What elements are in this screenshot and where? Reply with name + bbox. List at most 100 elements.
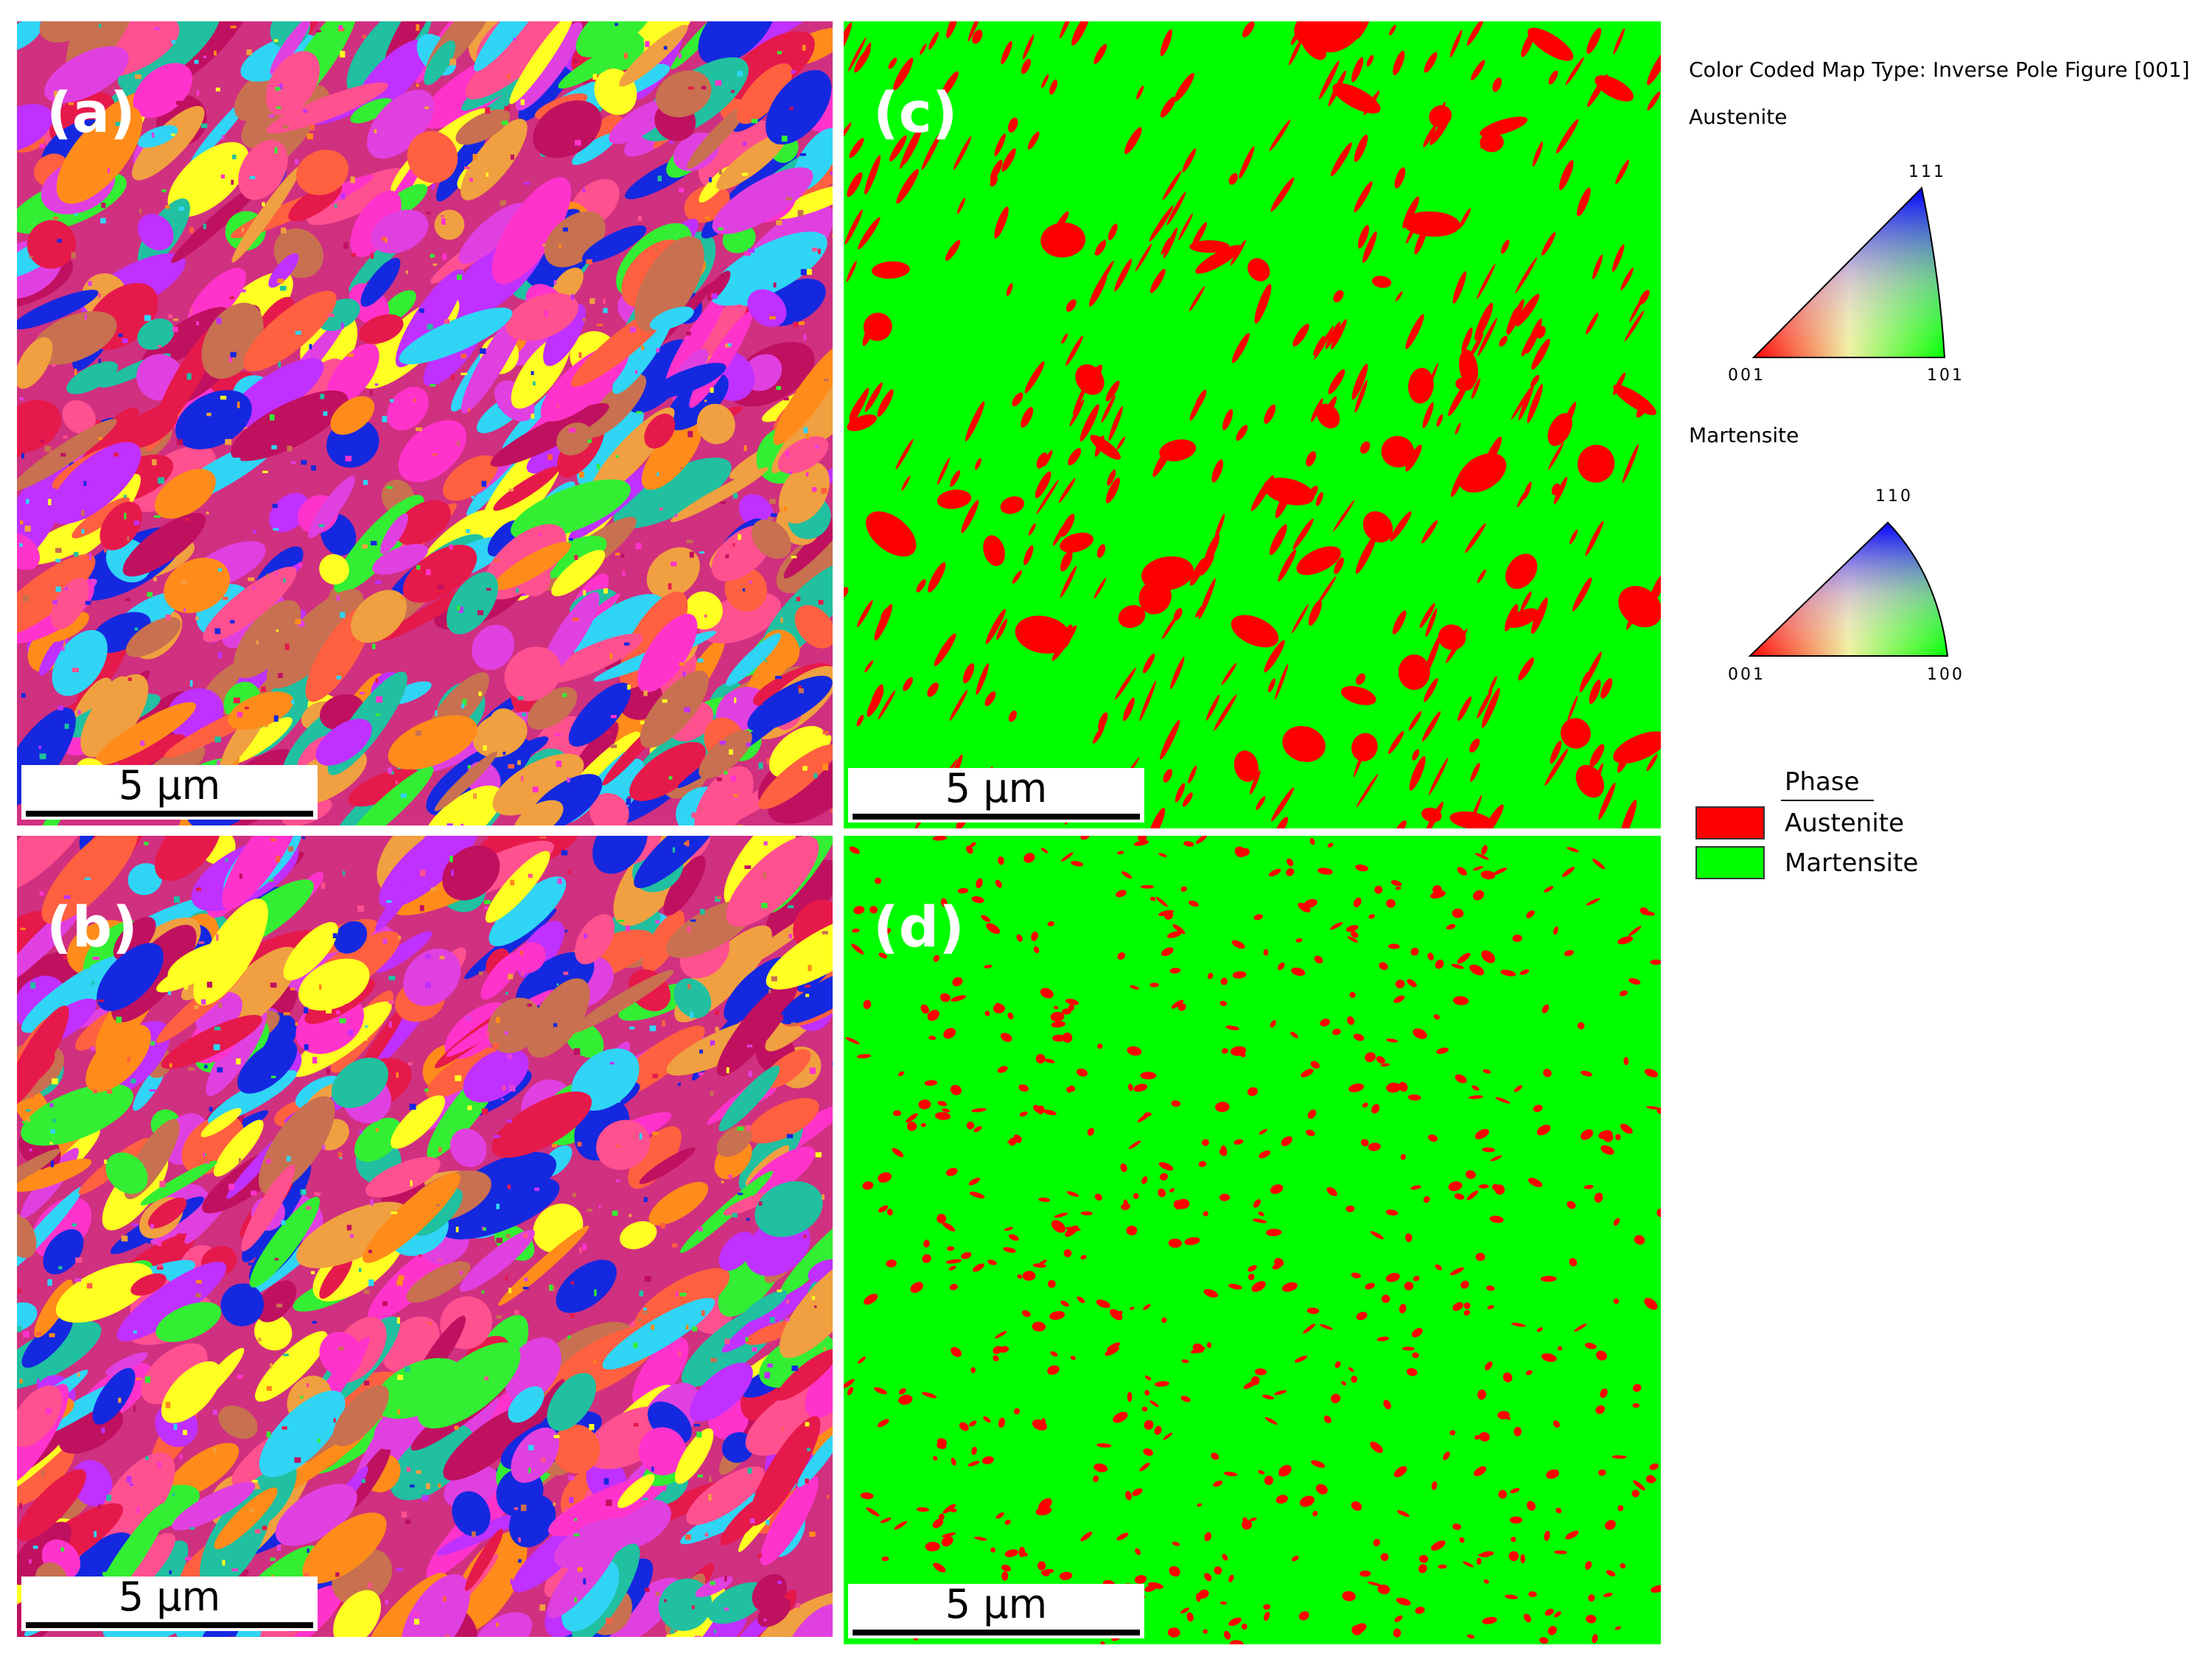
- speckle: [23, 1330, 29, 1338]
- austenite-blob: [881, 928, 892, 937]
- speckle: [746, 1125, 751, 1131]
- speckle: [104, 548, 107, 553]
- austenite-blob: [1510, 1487, 1520, 1493]
- austenite-blob: [1306, 451, 1317, 467]
- austenite-blob: [1040, 848, 1049, 853]
- speckle: [729, 749, 733, 755]
- speckle: [409, 1103, 416, 1110]
- austenite-blob: [921, 131, 942, 170]
- austenite-blob: [1476, 1557, 1482, 1565]
- austenite-blob: [1520, 591, 1532, 612]
- austenite-blob: [1225, 1025, 1239, 1030]
- austenite-blob: [1412, 1327, 1423, 1338]
- speckle: [278, 361, 281, 368]
- grain: [698, 21, 776, 65]
- austenite-blob: [1478, 1184, 1489, 1189]
- speckle: [206, 511, 209, 514]
- speckle: [189, 1527, 195, 1530]
- austenite-blob: [1159, 1173, 1168, 1181]
- speckle: [176, 439, 183, 446]
- speckle: [44, 445, 52, 453]
- austenite-blob: [1123, 697, 1135, 722]
- speckle: [633, 688, 637, 691]
- austenite-blob: [1169, 1188, 1175, 1193]
- austenite-blob: [1172, 924, 1186, 935]
- speckle: [733, 492, 738, 499]
- speckle: [283, 1012, 290, 1016]
- speckle: [121, 1235, 128, 1242]
- austenite-blob: [1188, 765, 1197, 783]
- speckle: [288, 846, 294, 852]
- austenite-blob: [1062, 1033, 1073, 1043]
- austenite-blob: [1154, 1425, 1162, 1435]
- speckle: [738, 1193, 743, 1195]
- austenite-blob: [1474, 302, 1494, 341]
- grain: [596, 1120, 651, 1170]
- austenite-blob: [1135, 243, 1152, 272]
- speckle: [123, 495, 127, 498]
- grain: [380, 513, 408, 554]
- austenite-blob: [1598, 1469, 1606, 1476]
- austenite-blob: [976, 878, 983, 889]
- speckle: [637, 215, 643, 221]
- austenite-blob: [1511, 1536, 1516, 1543]
- grain: [105, 1352, 149, 1376]
- austenite-blob: [974, 1536, 987, 1541]
- speckle: [652, 1131, 659, 1136]
- austenite-blob: [1586, 898, 1600, 906]
- speckle: [362, 544, 368, 549]
- grain: [779, 968, 833, 1024]
- austenite-blob: [1274, 1390, 1287, 1395]
- austenite-blob: [1585, 520, 1604, 556]
- austenite-blob: [1623, 1057, 1629, 1066]
- speckle: [686, 540, 693, 543]
- austenite-blob: [937, 489, 972, 509]
- austenite-blob: [1032, 1321, 1046, 1332]
- austenite-blob: [1586, 313, 1599, 335]
- speckle: [798, 688, 804, 694]
- speckle: [544, 310, 549, 317]
- austenite-blob: [1133, 840, 1149, 846]
- speckle: [569, 1497, 574, 1504]
- austenite-blob: [1053, 1006, 1059, 1010]
- speckle: [98, 24, 102, 28]
- austenite-blob: [898, 1388, 906, 1394]
- speckle: [115, 122, 122, 127]
- speckle: [245, 706, 249, 710]
- speckle: [281, 1108, 287, 1114]
- speckle: [282, 125, 289, 128]
- austenite-blob: [1613, 384, 1656, 416]
- austenite-blob: [1351, 57, 1364, 83]
- austenite-blob: [1080, 1532, 1093, 1542]
- austenite-blob: [1247, 258, 1270, 282]
- speckle: [510, 1579, 513, 1585]
- speckle: [791, 1022, 797, 1026]
- speckle: [97, 999, 105, 1002]
- grain: [634, 1268, 730, 1332]
- speckle: [791, 556, 797, 559]
- speckle: [626, 798, 631, 806]
- austenite-blob: [928, 1036, 937, 1041]
- speckle: [223, 596, 228, 601]
- speckle: [639, 1133, 643, 1139]
- speckle: [382, 938, 388, 945]
- speckle: [822, 764, 829, 771]
- speckle: [777, 990, 784, 996]
- austenite-blob: [937, 457, 951, 485]
- grain: [237, 1039, 298, 1094]
- speckle: [19, 562, 25, 568]
- austenite-blob: [1040, 988, 1054, 999]
- speckle: [181, 580, 186, 584]
- speckle: [484, 900, 491, 904]
- speckle: [478, 691, 482, 696]
- grain: [449, 1128, 487, 1167]
- austenite-blob: [1410, 948, 1419, 956]
- austenite-blob: [942, 1504, 956, 1514]
- speckle: [144, 315, 151, 321]
- austenite-blob: [1149, 205, 1174, 242]
- grain: [718, 1231, 755, 1271]
- speckle: [577, 1142, 582, 1147]
- speckle: [274, 39, 279, 42]
- austenite-blob: [1418, 1564, 1427, 1574]
